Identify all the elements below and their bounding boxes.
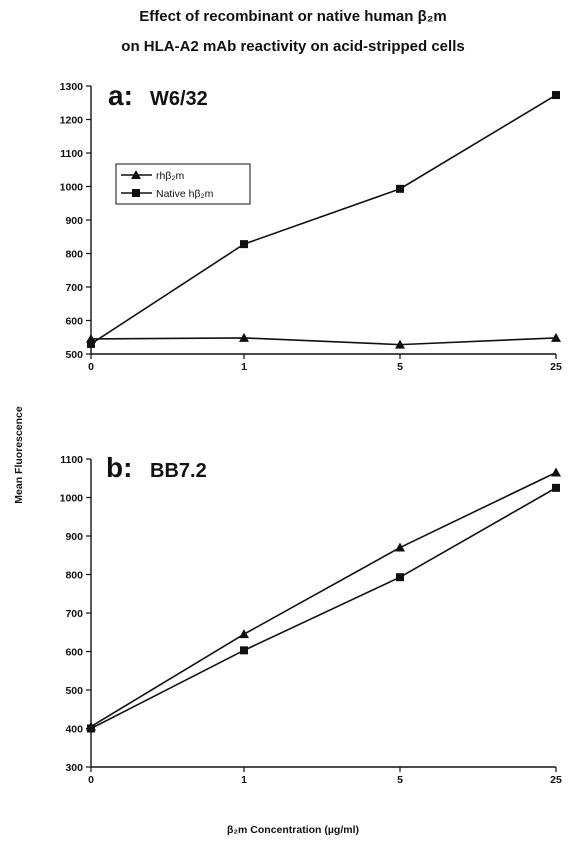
data-point-square [240,240,248,249]
legend-box [115,163,251,205]
data-point-triangle [395,339,405,349]
y-tick-label: 1000 [60,182,84,194]
y-tick-label: 600 [65,316,83,328]
x-axis-label: β₂m Concentration (µg/ml) [227,824,359,836]
x-tick-label: 0 [88,361,94,373]
data-point-triangle [551,467,561,477]
panel-b-bb7-2: b: BB7.2 300 400 500 600 700 800 900 1000 1100 0 1… [60,452,562,786]
y-tick-label: 700 [65,282,83,294]
x-tick-label: 1 [241,361,247,373]
y-tick-label: 700 [65,608,83,620]
data-point-triangle [239,629,249,639]
legend-triangle-marker [131,170,141,179]
data-point-triangle [239,332,249,342]
y-tick-label: 1200 [60,115,84,127]
y-tick-label: 600 [65,647,83,659]
chart-title-line2: on HLA-A2 mAb reactivity on acid-strippe… [121,38,464,55]
x-tick-label: 5 [397,774,403,786]
x-tick-label: 0 [88,774,94,786]
series-line-rh-b2m [90,471,557,728]
y-tick-label: 1300 [60,81,84,93]
x-tick-label: 25 [550,774,562,786]
y-tick-label: 1100 [60,454,83,466]
y-tick-label: 1100 [60,148,83,160]
panel-b-name: BB7.2 [150,460,207,482]
y-tick-label: 900 [65,531,83,543]
chart-title-line1: Effect of recombinant or native human β₂… [139,8,447,25]
y-tick-label: 800 [65,249,83,261]
x-tick-label: 5 [397,361,403,373]
data-point-square [87,339,95,348]
data-point-triangle [395,542,405,552]
data-point-triangle [551,332,561,342]
x-tick-label: 1 [241,774,247,786]
y-axis-label: Mean Fluorescence [13,406,25,504]
data-point-square [552,91,560,100]
y-tick-label: 400 [65,724,83,736]
y-tick-label: 300 [65,762,83,774]
data-point-square [240,646,248,655]
y-tick-label: 900 [65,215,83,227]
series-line-native-hb2m [90,94,557,345]
panel-a-name: W6/32 [150,88,208,110]
data-point-square [552,483,560,492]
legend-square-marker [132,189,140,197]
y-tick-label: 800 [65,570,83,582]
panel-b-letter: b: [106,452,132,483]
legend-label: rhβ₂m [156,170,184,182]
y-tick-label: 1000 [60,493,84,505]
series-line-rh-b2m [90,337,557,346]
x-tick-label: 25 [550,361,562,373]
panel-a-w6-32: a: W6/32 rhβ₂m Native hβ₂m 500 600 700 800 90… [60,80,562,373]
panel-a-letter: a: [108,80,133,111]
data-point-square [396,573,404,582]
legend: rhβ₂m Native hβ₂m [115,163,251,205]
data-point-square [396,184,404,193]
y-tick-label: 500 [65,349,83,361]
legend-label: Native hβ₂m [156,188,214,200]
data-point-square [87,724,95,733]
y-tick-label: 500 [65,685,83,697]
series-line-native-hb2m [90,487,557,730]
